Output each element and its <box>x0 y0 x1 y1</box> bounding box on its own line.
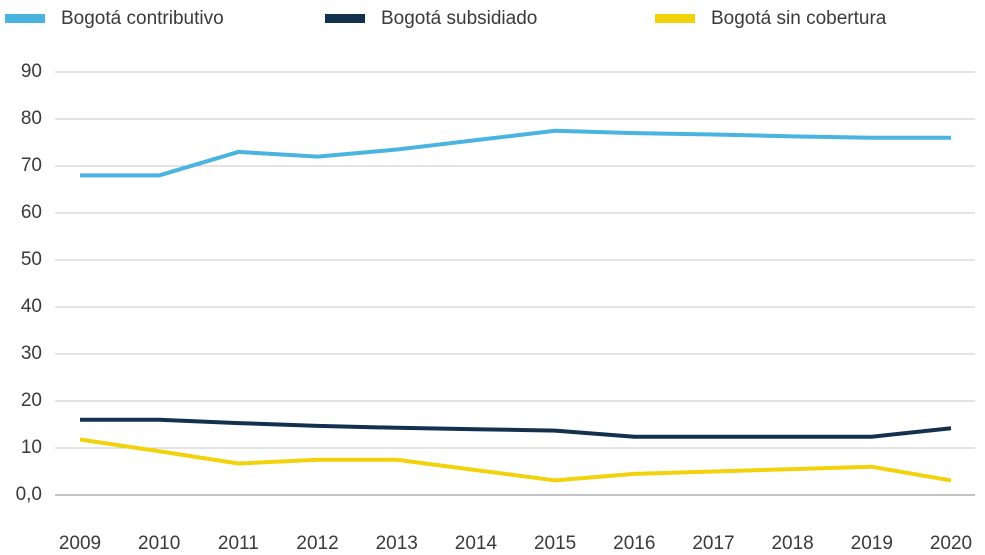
data-line <box>80 417 952 439</box>
x-tick-label: 2012 <box>296 533 338 554</box>
x-tick-label: 2013 <box>376 533 418 554</box>
legend-label: Bogotá contributivo <box>61 8 224 29</box>
x-tick-label: 2019 <box>851 533 893 554</box>
legend-label: Bogotá sin cobertura <box>711 8 887 29</box>
x-tick-label: 2018 <box>771 533 813 554</box>
x-tick-label: 2009 <box>59 533 101 554</box>
data-line <box>79 437 952 483</box>
y-tick-label: 50 <box>21 249 42 270</box>
y-tick-label: 60 <box>21 202 42 223</box>
x-tick-label: 2010 <box>138 533 180 554</box>
y-tick-label: 20 <box>21 390 42 411</box>
y-tick-label: 30 <box>21 343 42 364</box>
legend-swatch <box>655 14 695 23</box>
x-tick-label: 2014 <box>455 533 498 554</box>
legend-swatch <box>325 14 365 23</box>
x-tick-label: 2011 <box>218 533 259 554</box>
y-tick-label: 40 <box>21 296 42 317</box>
y-tick-label: 80 <box>21 108 42 129</box>
y-tick-label: 70 <box>21 155 42 176</box>
y-tick-label: 10 <box>21 437 42 458</box>
x-tick-label: 2016 <box>613 533 655 554</box>
legend-label: Bogotá subsidiado <box>381 8 537 29</box>
y-tick-label: 90 <box>21 61 42 82</box>
data-line <box>80 128 951 178</box>
x-tick-label: 2015 <box>534 533 576 554</box>
x-tick-label: 2017 <box>692 533 734 554</box>
x-tick-label: 2020 <box>930 533 972 554</box>
legend-swatch <box>5 14 45 23</box>
y-tick-label: 0,0 <box>16 484 42 505</box>
